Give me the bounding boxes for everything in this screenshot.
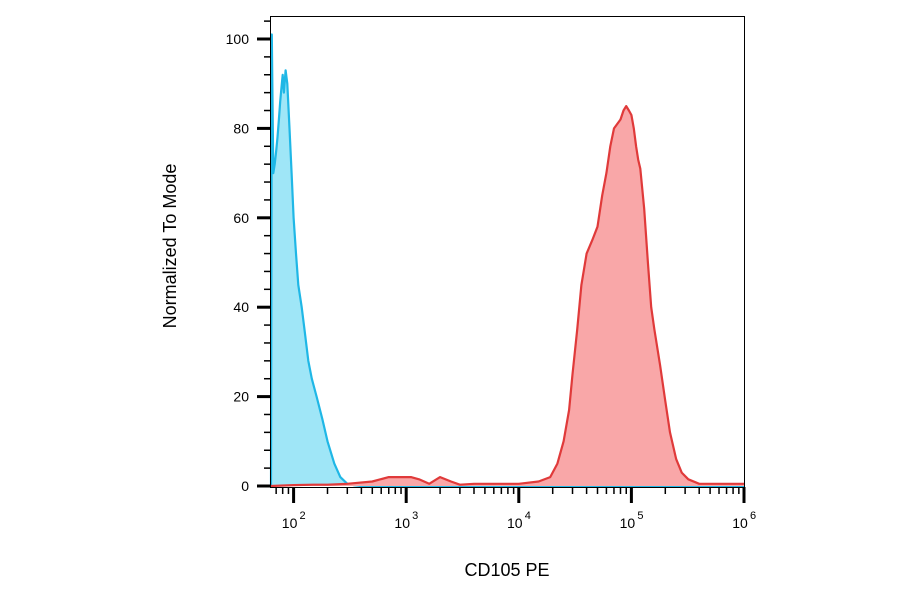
plot-frame	[270, 16, 745, 488]
series-layer	[269, 33, 744, 488]
x-tick-exponent: 5	[637, 510, 643, 522]
x-tick-label: 10	[507, 515, 523, 531]
series-1-line	[270, 105, 744, 488]
x-tick-label: 10	[282, 515, 298, 531]
x-tick-label: 10	[620, 515, 636, 531]
y-tick-label: 40	[233, 299, 249, 315]
x-tick-exponent: 4	[525, 510, 531, 522]
x-tick-exponent: 2	[300, 510, 306, 522]
y-tick-label: 80	[233, 120, 249, 136]
y-axis-title: Normalized To Mode	[160, 164, 180, 329]
x-axis-title: CD105 PE	[464, 560, 549, 580]
y-tick-label: 20	[233, 389, 249, 405]
y-tick-label: 60	[233, 210, 249, 226]
series-0-area	[271, 34, 744, 486]
x-tick-label: 10	[732, 515, 748, 531]
x-tick-exponent: 3	[412, 510, 418, 522]
series-1-area	[271, 106, 744, 486]
x-tick-exponent: 6	[750, 510, 756, 522]
y-tick-label: 0	[241, 478, 249, 494]
x-tick-label: 10	[394, 515, 410, 531]
y-tick-label: 100	[226, 31, 250, 47]
series-0-line	[269, 33, 744, 488]
